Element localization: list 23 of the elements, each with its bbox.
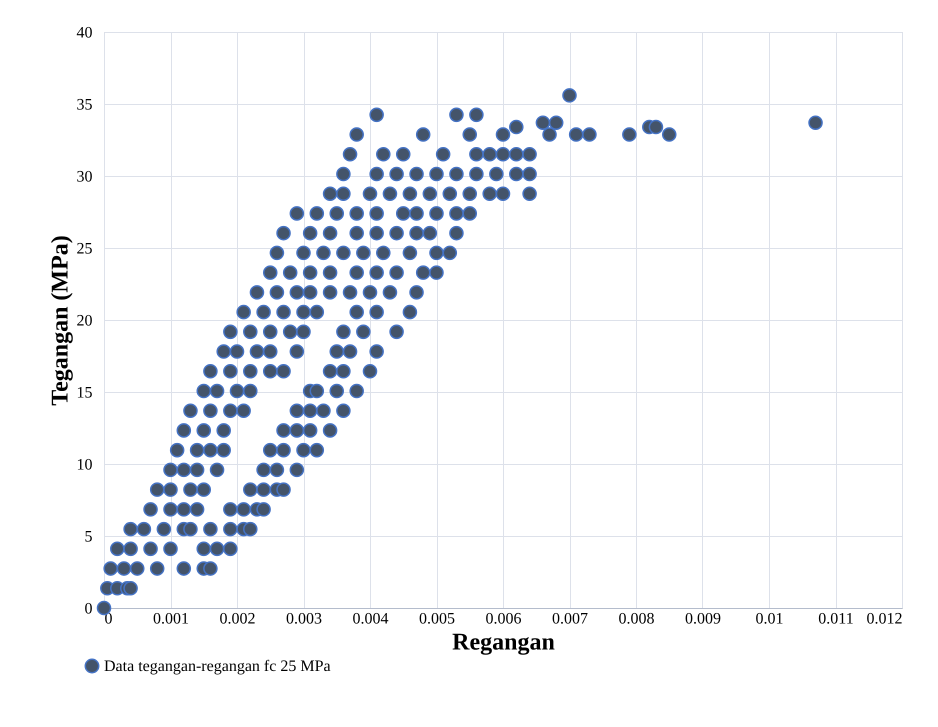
- x-tick-label: 0.009: [685, 610, 721, 628]
- x-tick-label: 0.004: [352, 610, 388, 628]
- y-tick-label: 40: [76, 24, 92, 42]
- x-tick-label: 0.01: [756, 610, 784, 628]
- y-tick-label: 15: [76, 384, 92, 402]
- x-tick-label: 0.007: [552, 610, 588, 628]
- y-tick-label: 10: [76, 456, 92, 474]
- x-tick-label: 0.012: [866, 610, 902, 628]
- y-tick-label: 30: [76, 168, 92, 186]
- x-tick-label: 0.006: [486, 610, 522, 628]
- x-tick-label: 0.001: [153, 610, 189, 628]
- y-tick-label: 25: [76, 240, 92, 258]
- y-tick-label: 20: [76, 312, 92, 330]
- x-tick-label: 0.002: [220, 610, 256, 628]
- x-tick-label: 0.003: [286, 610, 322, 628]
- legend-label: Data tegangan-regangan fc 25 MPa: [104, 658, 331, 675]
- y-tick-label: 5: [84, 528, 92, 546]
- y-axis-title: Tegangan (MPa): [48, 235, 74, 406]
- y-tick-label: 35: [76, 96, 92, 114]
- x-tick-label: 0.011: [818, 610, 854, 628]
- x-tick-label: 0.008: [618, 610, 654, 628]
- x-axis-title: Regangan: [452, 630, 555, 656]
- x-tick-label: 0.005: [419, 610, 455, 628]
